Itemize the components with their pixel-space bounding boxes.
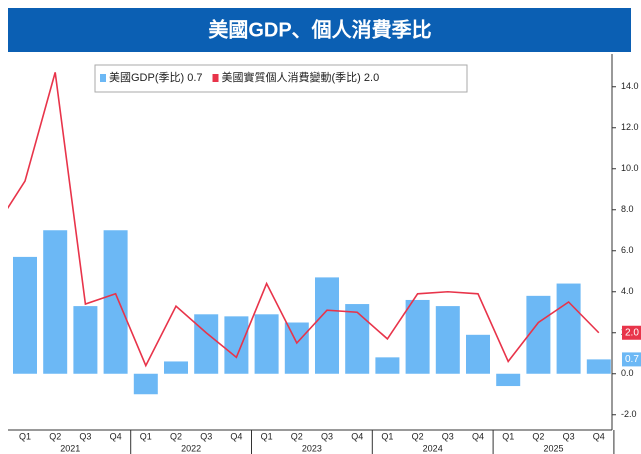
bar [164, 361, 188, 374]
bar [556, 283, 581, 374]
x-tick-label: Q3 [563, 431, 575, 441]
value-tag [622, 325, 641, 340]
bar [466, 334, 490, 374]
y-tick-label: 12.0 [621, 122, 639, 132]
bar [284, 322, 309, 374]
year-label: 2024 [423, 443, 443, 453]
legend-label: 美國GDP(季比) 0.7 [109, 71, 203, 84]
x-tick-label: Q2 [412, 431, 424, 441]
bar [586, 359, 611, 374]
x-tick-label: Q3 [79, 431, 91, 441]
bar [73, 306, 98, 374]
title-bar [8, 8, 631, 52]
bar [345, 304, 370, 374]
value-tag [622, 352, 641, 367]
x-tick-label: Q2 [291, 431, 303, 441]
year-label: 2022 [181, 443, 201, 453]
bar [526, 295, 551, 374]
y-tick-label: 4.0 [621, 286, 634, 296]
bar [103, 230, 128, 374]
bar [435, 306, 460, 374]
x-tick-label: Q2 [170, 431, 182, 441]
chart-title: 美國GDP、個人消費季比 [208, 17, 431, 41]
x-tick-label: Q4 [593, 431, 605, 441]
x-tick-label: Q4 [110, 431, 122, 441]
year-label: 2025 [543, 443, 563, 453]
legend-swatch [100, 74, 106, 82]
bar [375, 357, 400, 374]
y-tick-label: 0.0 [621, 368, 634, 378]
x-tick-label: Q1 [502, 431, 514, 441]
x-tick-label: Q4 [472, 431, 484, 441]
x-tick-label: Q1 [381, 431, 393, 441]
legend-swatch [212, 74, 219, 82]
value-tag-label: 0.7 [625, 354, 639, 365]
bar [133, 373, 158, 395]
x-tick-label: Q2 [49, 431, 61, 441]
y-tick-label: 6.0 [621, 245, 634, 255]
legend-label: 美國實質個人消費變動(季比) 2.0 [222, 70, 380, 84]
legend-box [94, 64, 468, 93]
x-tick-label: Q3 [200, 431, 212, 441]
value-tag-label: 2.0 [625, 327, 639, 338]
bar [43, 230, 68, 374]
x-tick-label: Q4 [351, 431, 363, 441]
year-label: 2021 [60, 443, 80, 453]
bar [13, 256, 37, 374]
line [8, 72, 600, 368]
bar [405, 299, 430, 374]
x-tick-label: Q3 [442, 431, 454, 441]
x-tick-label: Q3 [321, 431, 333, 441]
x-tick-label: Q1 [19, 431, 31, 441]
y-tick-label: 14.0 [621, 81, 639, 91]
x-tick-label: Q1 [140, 431, 152, 441]
x-tick-label: Q4 [230, 431, 242, 441]
bar [496, 373, 521, 387]
plot [8, 72, 611, 395]
y-tick-label: 10.0 [621, 163, 639, 173]
y-tick-label: 8.0 [621, 204, 634, 214]
x-tick-label: Q1 [261, 431, 273, 441]
bar [254, 314, 279, 374]
y-tick-label: -2.0 [621, 409, 637, 419]
bar [315, 277, 339, 374]
year-label: 2023 [302, 443, 322, 453]
x-tick-label: Q2 [532, 431, 544, 441]
bar [224, 316, 249, 374]
bar [194, 314, 219, 374]
